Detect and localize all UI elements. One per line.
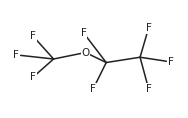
Text: F: F bbox=[13, 50, 19, 60]
Text: F: F bbox=[146, 84, 152, 93]
Text: F: F bbox=[90, 84, 96, 94]
Text: F: F bbox=[81, 28, 87, 38]
Text: F: F bbox=[30, 72, 36, 82]
Text: F: F bbox=[30, 31, 36, 41]
Text: F: F bbox=[146, 23, 152, 33]
Text: F: F bbox=[168, 57, 174, 67]
Text: O: O bbox=[81, 48, 90, 57]
